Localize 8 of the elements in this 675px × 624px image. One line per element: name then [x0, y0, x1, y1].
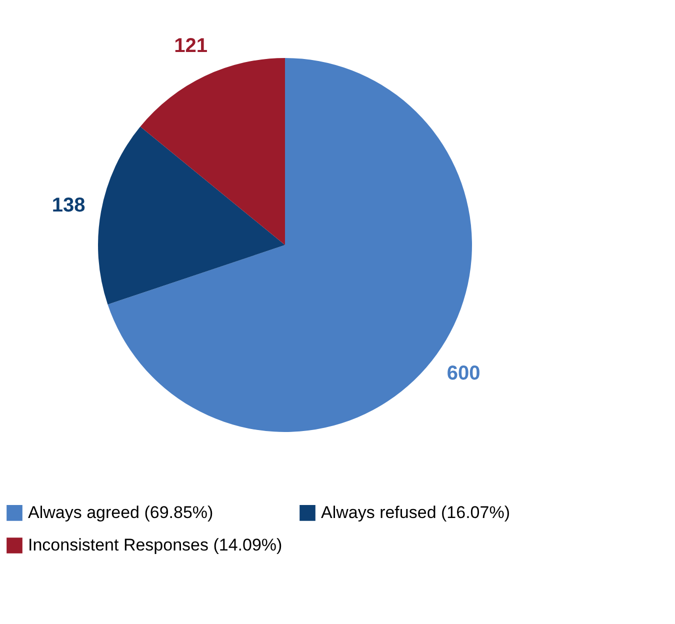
data-label: 121: [174, 35, 208, 58]
legend-label: Always agreed (69.85%): [28, 502, 214, 522]
pie-slice: [140, 58, 285, 245]
legend-label: Always refused (16.07%): [321, 502, 510, 522]
data-label: 600: [446, 362, 480, 384]
pie-slice: [98, 126, 285, 304]
data-label: 138: [52, 194, 86, 216]
legend-label: Inconsistent Responses (14.09%): [28, 536, 282, 554]
